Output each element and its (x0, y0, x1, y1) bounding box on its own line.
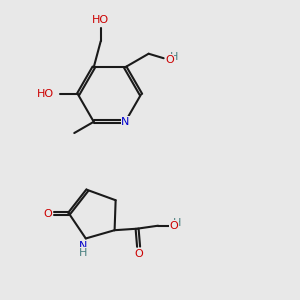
Text: HO: HO (92, 15, 109, 25)
Text: O: O (165, 55, 174, 65)
Text: N: N (121, 117, 129, 127)
Text: O: O (169, 221, 178, 231)
Text: H: H (173, 218, 182, 228)
Text: HO: HO (37, 89, 54, 100)
Text: O: O (134, 249, 143, 259)
Text: H: H (79, 248, 88, 258)
Text: H: H (169, 52, 178, 62)
Text: O: O (43, 208, 52, 219)
Text: N: N (79, 241, 88, 251)
